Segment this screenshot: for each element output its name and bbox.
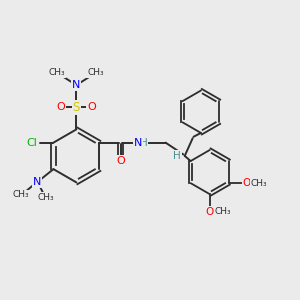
Text: CH₃: CH₃ [87,68,104,77]
Text: N: N [134,138,142,148]
Text: CH₃: CH₃ [215,207,231,216]
Text: O: O [57,102,65,112]
Text: CH₃: CH₃ [13,190,29,199]
Text: H: H [173,151,181,161]
Text: CH₃: CH₃ [251,178,268,188]
Text: O: O [116,156,125,166]
Text: O: O [87,102,96,112]
Text: O: O [206,207,214,217]
Text: O: O [242,178,251,188]
Text: S: S [73,101,80,114]
Text: Cl: Cl [27,138,38,148]
Text: N: N [72,80,81,90]
Text: CH₃: CH₃ [49,68,66,77]
Text: CH₃: CH₃ [38,193,54,202]
Text: N: N [33,177,41,188]
Text: H: H [140,138,147,148]
